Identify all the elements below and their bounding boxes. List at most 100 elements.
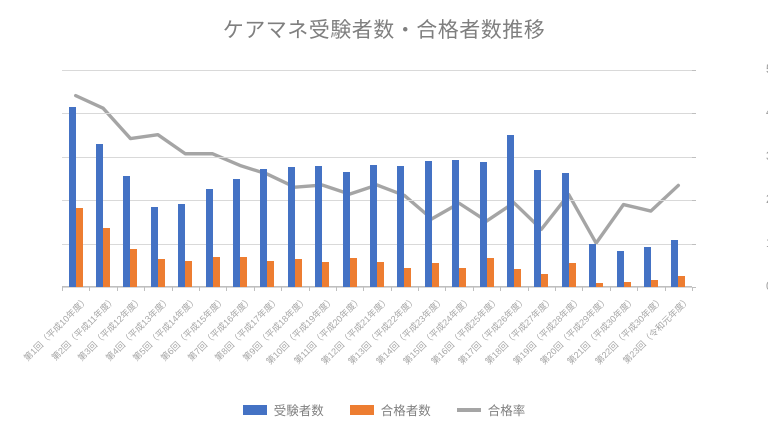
category-group	[527, 70, 555, 291]
bar-applicants[interactable]	[123, 175, 131, 287]
gridline	[62, 70, 692, 71]
bar-applicants[interactable]	[205, 188, 213, 287]
gridline	[62, 287, 692, 288]
category-group	[62, 70, 89, 291]
bar-applicants[interactable]	[342, 171, 350, 287]
legend-color-swatch	[242, 404, 267, 415]
bar-applicants[interactable]	[260, 168, 268, 287]
bar-passers[interactable]	[404, 267, 412, 287]
legend-item[interactable]: 合格率	[456, 400, 525, 419]
y-axis-tick-mark	[692, 200, 696, 202]
bar-applicants[interactable]	[616, 251, 624, 287]
legend-item[interactable]: 受験者数	[242, 400, 324, 419]
bar-passers[interactable]	[431, 262, 439, 287]
y-axis-tick-mark	[692, 156, 696, 158]
x-axis-labels: 第1回（平成10年度） 第2回（平成11年度） 第3回（平成12年度） 第4回（平成1…	[22, 291, 693, 391]
legend-line-swatch	[456, 407, 481, 412]
x-axis-tick-mark	[609, 287, 611, 291]
bar-applicants[interactable]	[671, 239, 679, 287]
x-axis-tick-mark	[555, 287, 557, 291]
legend-color-swatch	[349, 404, 374, 415]
category-group	[582, 70, 609, 291]
bar-passers[interactable]	[513, 268, 521, 287]
bar-applicants[interactable]	[287, 167, 295, 287]
bar-passers[interactable]	[568, 262, 576, 287]
category-group	[390, 70, 418, 291]
bar-applicants[interactable]	[233, 178, 241, 287]
y-axis-tick-label-right: 40.0%	[766, 107, 768, 119]
bar-applicants[interactable]	[534, 170, 542, 287]
y-axis-tick-label-right: 50.0%	[766, 64, 768, 76]
bar-applicants[interactable]	[96, 143, 104, 287]
gridline	[62, 200, 692, 202]
bar-passers[interactable]	[130, 248, 138, 287]
x-axis-tick-mark	[363, 287, 365, 291]
gridline	[62, 243, 692, 245]
bar-passers[interactable]	[185, 261, 193, 287]
category-group	[445, 70, 472, 291]
bar-applicants[interactable]	[479, 161, 487, 287]
gridline	[62, 113, 692, 115]
bar-passers[interactable]	[240, 256, 248, 287]
bar-applicants[interactable]	[452, 159, 460, 287]
bar-passers[interactable]	[267, 261, 275, 287]
bar-passers[interactable]	[678, 276, 686, 287]
category-group	[226, 70, 253, 291]
bar-applicants[interactable]	[506, 135, 514, 287]
category-group	[664, 70, 692, 291]
category-group	[116, 70, 144, 291]
bar-applicants[interactable]	[589, 244, 597, 287]
bar-passers[interactable]	[650, 279, 658, 287]
chart-legend: 受験者数 合格者数 合格率	[0, 400, 768, 419]
bar-passers[interactable]	[103, 227, 111, 287]
plot-area: 00.0%50,00010.0%100,00020.0%150,00030.0%…	[62, 64, 768, 293]
x-axis-tick-mark	[445, 287, 447, 291]
category-group	[198, 70, 226, 291]
legend-label: 受験者数	[273, 404, 324, 418]
bar-applicants[interactable]	[397, 165, 405, 287]
bar-applicants[interactable]	[178, 203, 186, 287]
bar-passers[interactable]	[596, 282, 604, 287]
gridline	[62, 156, 692, 158]
x-axis-tick-mark	[62, 287, 63, 291]
category-group	[500, 70, 527, 291]
bar-applicants[interactable]	[68, 107, 76, 287]
bar-applicants[interactable]	[369, 165, 377, 287]
category-group	[418, 70, 445, 291]
bar-passers[interactable]	[486, 257, 494, 287]
category-group	[144, 70, 171, 291]
bar-passers[interactable]	[349, 258, 357, 287]
x-axis-tick-mark	[500, 287, 502, 291]
chart-title: ケアマネ受験者数・合格者数推移	[222, 19, 546, 42]
category-group	[308, 70, 336, 291]
bar-passers[interactable]	[157, 258, 165, 287]
bar-passers[interactable]	[376, 262, 384, 287]
bar-passers[interactable]	[623, 282, 631, 287]
bar-passers[interactable]	[541, 274, 549, 287]
category-group	[472, 70, 500, 291]
x-axis-tick-mark	[253, 287, 255, 291]
bar-applicants[interactable]	[643, 246, 651, 287]
category-group	[609, 70, 637, 291]
y-axis-tick-label-right: 30.0%	[766, 151, 768, 163]
bar-passers[interactable]	[212, 256, 220, 287]
x-axis-tick-mark	[144, 287, 146, 291]
bar-applicants[interactable]	[561, 172, 569, 287]
x-axis-tick-mark	[582, 287, 584, 291]
category-group	[281, 70, 308, 291]
y-axis-tick-mark	[692, 243, 696, 245]
x-axis-tick-mark	[281, 287, 283, 291]
x-axis-tick-mark	[637, 287, 639, 291]
bar-applicants[interactable]	[150, 206, 158, 287]
category-group	[555, 70, 582, 291]
bar-passers[interactable]	[459, 267, 467, 287]
bar-passers[interactable]	[294, 259, 302, 287]
bar-passers[interactable]	[322, 261, 330, 287]
x-axis-tick-mark	[171, 287, 173, 291]
x-axis-tick-mark	[664, 287, 666, 291]
bar-passers[interactable]	[75, 207, 83, 287]
x-axis-tick-mark	[226, 287, 228, 291]
legend-item[interactable]: 合格者数	[349, 400, 431, 419]
bar-applicants[interactable]	[424, 160, 432, 287]
bar-applicants[interactable]	[315, 166, 323, 287]
